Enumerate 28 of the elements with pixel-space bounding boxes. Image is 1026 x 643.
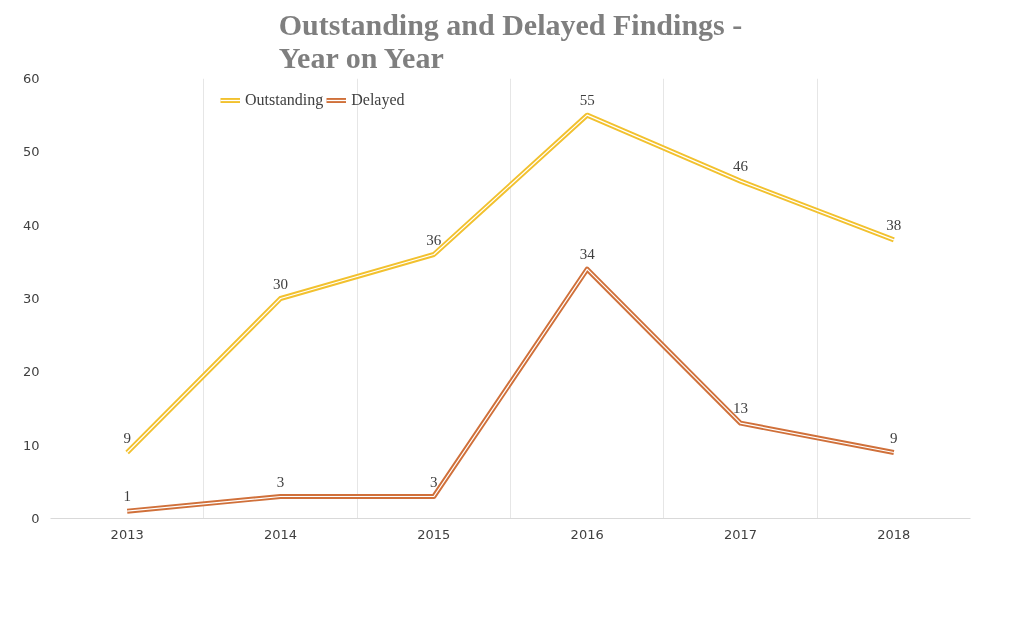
data-label: 30 [273, 275, 288, 292]
chart-title: Outstanding and Delayed Findings - Year on Year [278, 7, 743, 74]
y-tick-label: 10 [22, 437, 40, 453]
data-label: 46 [733, 158, 749, 175]
y-tick-label: 50 [22, 144, 40, 160]
data-label: 3 [276, 473, 285, 490]
data-label: 1 [123, 488, 131, 505]
y-tick-label: 0 [31, 511, 40, 526]
x-tick-label: 2018 [877, 526, 911, 542]
legend-label: Delayed [351, 91, 405, 109]
data-label: 38 [886, 216, 902, 233]
data-label: 13 [733, 400, 748, 417]
data-label: 9 [890, 429, 898, 446]
data-label: 9 [123, 429, 131, 446]
x-tick-label: 2014 [263, 526, 298, 542]
y-tick-label: 40 [22, 217, 40, 233]
data-label: 34 [579, 246, 596, 263]
x-tick-label: 2016 [570, 526, 604, 542]
x-tick-label: 2017 [723, 526, 758, 542]
data-label: 55 [579, 92, 595, 109]
legend-label: Outstanding [245, 91, 324, 109]
data-label: 36 [426, 231, 442, 248]
x-tick-label: 2013 [110, 526, 144, 542]
data-label: 3 [430, 473, 438, 490]
y-tick-label: 20 [22, 364, 40, 380]
y-tick-label: 60 [22, 71, 40, 86]
y-tick-label: 30 [22, 291, 40, 306]
x-tick-label: 2015 [417, 526, 451, 542]
